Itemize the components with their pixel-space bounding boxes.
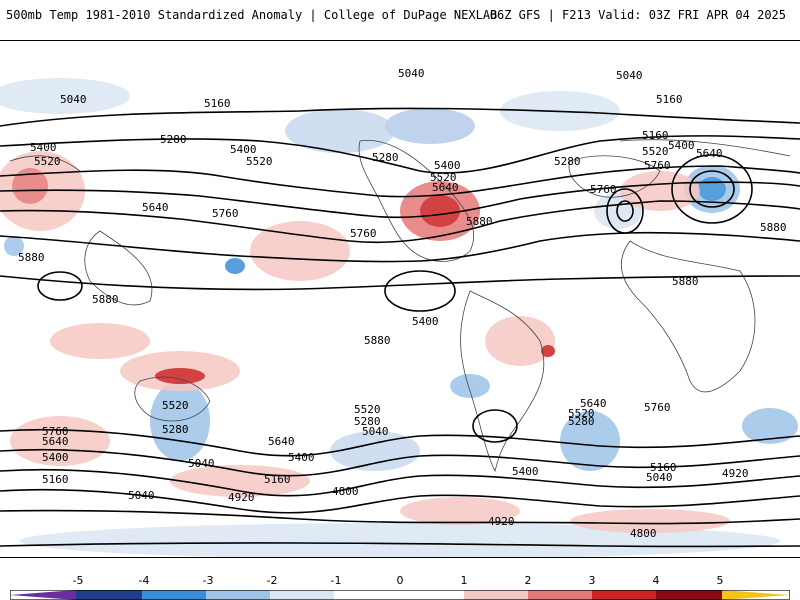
contour-label: 5760 <box>42 425 69 438</box>
contour-label: 5280 <box>372 151 399 164</box>
colorbar-tick: 1 <box>460 574 468 587</box>
colorbar-tick: -3 <box>202 574 214 587</box>
anomaly-map: 5040 5040 5040 5160 5160 5160 5280 5280 … <box>0 67 800 557</box>
model-valid-time: 06Z GFS | F213 Valid: 03Z FRI APR 04 202… <box>489 8 786 22</box>
contour-label: 5040 <box>128 489 155 502</box>
colorbar-tick: 4 <box>652 574 660 587</box>
contour-label: 5040 <box>646 471 673 484</box>
contour-label: 4800 <box>332 485 359 498</box>
contour-label: 5760 <box>644 401 671 414</box>
contour-label: 4920 <box>722 467 749 480</box>
contour-label: 5880 <box>18 251 45 264</box>
contour-labels: 5040 5040 5040 5160 5160 5160 5280 5280 … <box>18 67 787 540</box>
contour-label: 5280 <box>160 133 187 146</box>
contour-label: 5640 <box>432 181 459 194</box>
contour-label: 5400 <box>434 159 461 172</box>
contour-label: 5400 <box>412 315 439 328</box>
height-contours <box>0 107 800 548</box>
contour-label: 5040 <box>60 93 87 106</box>
contour-label: 5520 <box>642 145 669 158</box>
contour-label: 5160 <box>642 129 669 142</box>
contour-label: 5400 <box>42 451 69 464</box>
contour-label: 5280 <box>568 415 595 428</box>
contour-label: 5040 <box>188 457 215 470</box>
contour-label: 5640 <box>696 147 723 160</box>
contour-label: 5760 <box>350 227 377 240</box>
contour-label: 5040 <box>616 69 643 82</box>
colorbar-tick: -2 <box>266 574 278 587</box>
contour-label: 4800 <box>630 527 657 540</box>
contour-label: 5760 <box>590 183 617 196</box>
contour-label: 5520 <box>246 155 273 168</box>
colorbar-tick: -5 <box>72 574 84 587</box>
contour-label: 5160 <box>656 93 683 106</box>
contour-label: 5640 <box>268 435 295 448</box>
contour-label: 5880 <box>364 334 391 347</box>
coastlines <box>9 139 791 473</box>
contour-label: 5520 <box>162 399 189 412</box>
colorbar-tick: 3 <box>588 574 596 587</box>
contour-label: 5640 <box>42 435 69 448</box>
contour-label: 5280 <box>354 415 381 428</box>
contour-label: 5280 <box>554 155 581 168</box>
contour-label: 4920 <box>488 515 515 528</box>
map-title: 500mb Temp 1981-2010 Standardized Anomal… <box>6 8 498 22</box>
contour-label: 5760 <box>212 207 239 220</box>
contour-label: 5520 <box>354 403 381 416</box>
map-panel: 5040 5040 5040 5160 5160 5160 5280 5280 … <box>0 40 800 558</box>
contour-label: 5400 <box>30 141 57 154</box>
contour-label: 5880 <box>672 275 699 288</box>
header: 500mb Temp 1981-2010 Standardized Anomal… <box>0 0 800 30</box>
contour-label: 5160 <box>204 97 231 110</box>
contour-label: 5160 <box>42 473 69 486</box>
colorbar-tick: -4 <box>138 574 150 587</box>
colorbar-tick: -1 <box>330 574 342 587</box>
contour-label: 4920 <box>228 491 255 504</box>
contour-label: 5760 <box>644 159 671 172</box>
contour-label: 5040 <box>398 67 425 80</box>
contour-label: 5400 <box>288 451 315 464</box>
contour-label: 5400 <box>512 465 539 478</box>
contour-label: 5880 <box>466 215 493 228</box>
colorbar: -5 -4 -3 -2 -1 0 1 2 3 4 5 <box>0 570 800 600</box>
contour-label: 5520 <box>34 155 61 168</box>
contour-label: 5520 <box>568 407 595 420</box>
contour-label: 5280 <box>162 423 189 436</box>
contour-label: 5880 <box>92 293 119 306</box>
contour-label: 5640 <box>580 397 607 410</box>
contour-label: 5040 <box>362 425 389 438</box>
colorbar-ramp <box>10 590 790 600</box>
contour-label: 5400 <box>668 139 695 152</box>
colorbar-tick: 5 <box>716 574 724 587</box>
contour-label: 5160 <box>650 461 677 474</box>
colorbar-tick: 0 <box>396 574 404 587</box>
contour-label: 5640 <box>142 201 169 214</box>
contour-label: 5400 <box>230 143 257 156</box>
contour-label: 5160 <box>264 473 291 486</box>
contour-label: 5520 <box>430 171 457 184</box>
contour-label: 5880 <box>760 221 787 234</box>
colorbar-tick: 2 <box>524 574 532 587</box>
